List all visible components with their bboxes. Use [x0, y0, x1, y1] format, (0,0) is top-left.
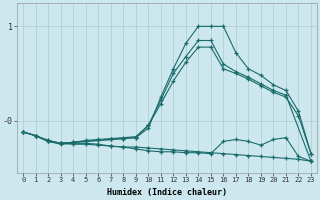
- X-axis label: Humidex (Indice chaleur): Humidex (Indice chaleur): [107, 188, 227, 197]
